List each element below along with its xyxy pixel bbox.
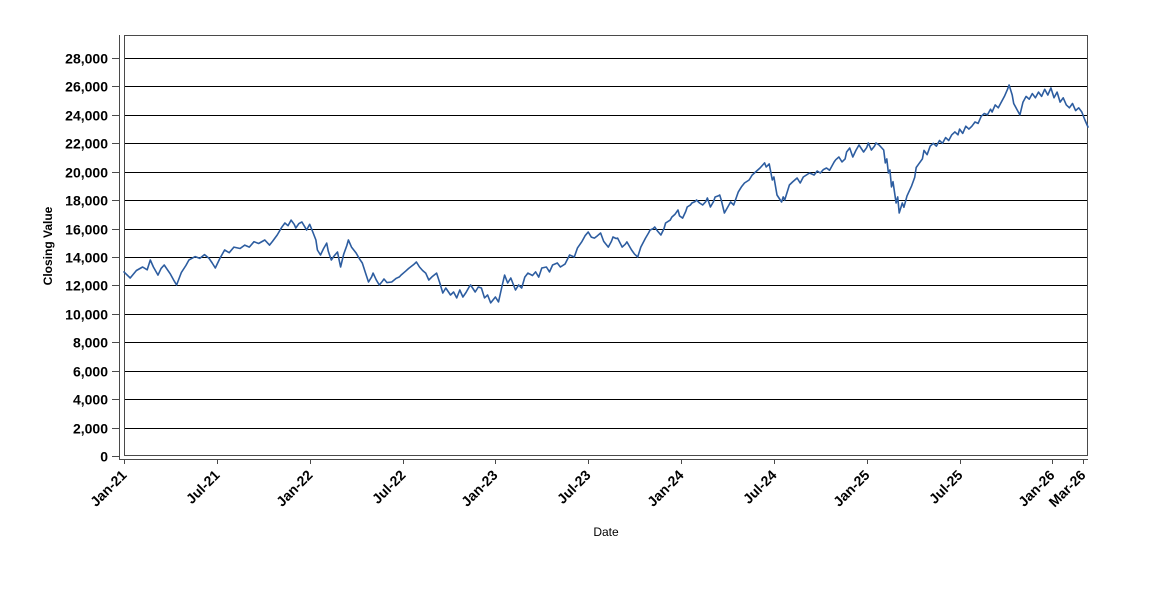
series-layer <box>123 84 1089 304</box>
y-tick-label: 18,000 <box>65 193 108 209</box>
y-tick-label: 24,000 <box>65 108 108 124</box>
gridlines-layer <box>124 58 1088 429</box>
plot-border <box>123 34 1089 457</box>
y-tick-label: 28,000 <box>65 51 108 67</box>
y-tick-label: 22,000 <box>65 136 108 152</box>
ticks-layer <box>112 57 1085 464</box>
series-line <box>123 84 1089 304</box>
x-axis-title: Date <box>593 525 619 539</box>
y-tick-label: 20,000 <box>65 165 108 181</box>
y-tick-label: 10,000 <box>65 307 108 323</box>
y-tick-label: 12,000 <box>65 278 108 294</box>
axes-layer <box>118 34 1089 461</box>
y-tick-label: 8,000 <box>73 335 108 351</box>
y-tick-label: 14,000 <box>65 250 108 266</box>
y-tick-label: 16,000 <box>65 222 108 238</box>
y-tick-label: 2,000 <box>73 421 108 437</box>
y-tick-label: 4,000 <box>73 392 108 408</box>
y-tick-label: 26,000 <box>65 79 108 95</box>
y-axis-title: Closing Value <box>41 206 55 285</box>
y-tick-label: 0 <box>100 449 108 465</box>
y-tick-label: 6,000 <box>73 364 108 380</box>
